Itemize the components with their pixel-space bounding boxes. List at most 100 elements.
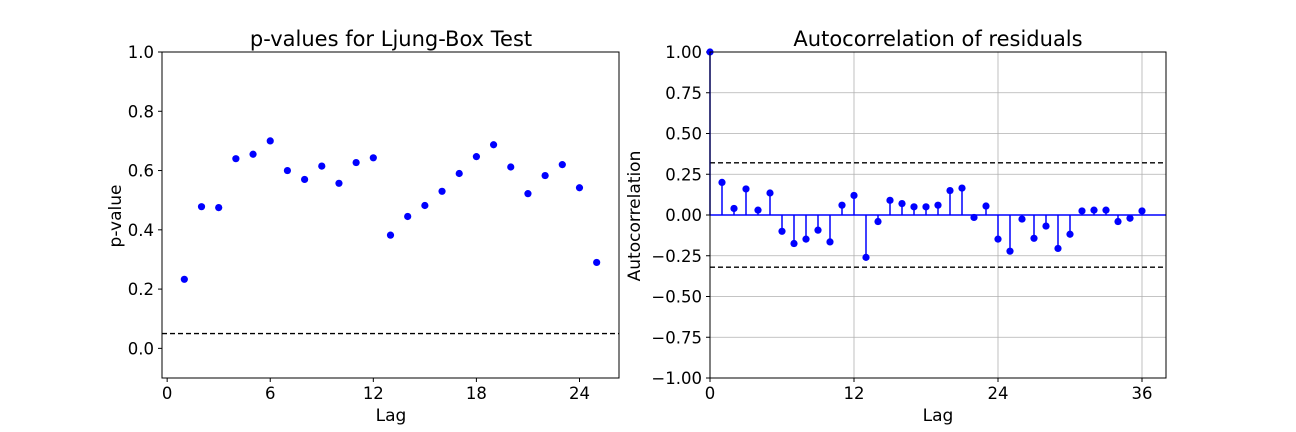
pvalue-point (541, 171, 549, 180)
acf-ticks: 0 12 24 36 −1.00 −0.75 −0.50 −0.25 0.00 0.25 0.50 0… (651, 43, 1152, 403)
pvalue-point (489, 141, 498, 149)
acf-point (778, 227, 786, 235)
acf-point (946, 186, 954, 195)
acf-y-tick-label: −0.50 (651, 288, 702, 307)
pvalue-point (472, 153, 481, 161)
pvalue-y-tick-label: 0.2 (128, 280, 154, 299)
acf-y-axis-label: Autocorrelation (625, 151, 645, 282)
acf-point (886, 196, 894, 204)
acf-y-tick-label: 0.50 (665, 125, 702, 144)
acf-point (718, 178, 726, 186)
acf-y-tick-label: 0.75 (665, 84, 702, 103)
pvalue-y-tick-label: 0.8 (128, 102, 154, 121)
pvalue-ticks: 0 6 12 18 24 0.0 0.2 0.4 0.6 0.8 1.0 (128, 43, 590, 403)
pvalue-y-tick-label: 0.4 (128, 221, 154, 240)
acf-point (730, 204, 738, 213)
acf-stems (706, 48, 1166, 268)
acf-point (1138, 207, 1146, 215)
acf-point (802, 235, 810, 243)
acf-point (1018, 215, 1026, 223)
acf-point (1054, 244, 1062, 253)
acf-plot-frame (709, 51, 1167, 379)
acf-y-tick-label: −0.25 (651, 247, 702, 266)
pvalue-point (455, 169, 463, 178)
acf-y-tick-label: −1.00 (651, 369, 702, 388)
acf-point (934, 201, 942, 209)
acf-point (1102, 206, 1110, 214)
pvalue-point (575, 184, 584, 192)
pvalue-point (352, 158, 360, 167)
pvalue-chart-title: p-values for Ljung-Box Test (250, 27, 532, 51)
acf-x-tick-label: 24 (988, 384, 1009, 403)
pvalue-point (232, 155, 240, 163)
pvalue-plot-frame (161, 51, 620, 379)
acf-point (766, 189, 774, 197)
pvalue-y-tick-label: 1.0 (128, 43, 154, 62)
pvalue-point (386, 231, 395, 239)
pvalue-x-tick-label: 18 (466, 384, 487, 403)
acf-point (742, 185, 750, 193)
acf-point (1126, 214, 1134, 222)
pvalue-x-tick-label: 12 (363, 384, 384, 403)
acf-point (790, 239, 798, 248)
acf-point (1078, 207, 1086, 215)
acf-point (970, 213, 978, 222)
pvalue-point (283, 166, 292, 175)
pvalue-point (524, 190, 532, 198)
acf-y-tick-label: 1.00 (665, 43, 702, 62)
acf-point (1090, 206, 1098, 214)
acf-point (898, 199, 906, 208)
acf-point (1030, 234, 1038, 242)
pvalue-y-axis-label: p-value (106, 185, 126, 248)
acf-point (922, 203, 930, 211)
acf-point (874, 217, 882, 226)
acf-x-tick-label: 0 (705, 384, 716, 403)
pvalue-x-tick-label: 6 (265, 384, 276, 403)
pvalue-x-tick-label: 24 (569, 384, 590, 403)
acf-point (1042, 222, 1050, 230)
pvalue-point (215, 203, 223, 212)
acf-point (994, 235, 1002, 243)
acf-point (862, 253, 870, 261)
acf-point (1066, 230, 1074, 238)
pvalue-point (421, 201, 429, 210)
acf-y-tick-label: 0.00 (665, 206, 702, 225)
acf-point (982, 202, 990, 210)
pvalue-point (369, 154, 377, 162)
pvalue-point (593, 258, 601, 267)
acf-x-tick-label: 12 (844, 384, 865, 403)
acf-point (1114, 217, 1122, 226)
pvalue-point (300, 175, 309, 184)
acf-point (838, 201, 846, 209)
acf-x-tick-label: 36 (1132, 384, 1153, 403)
acf-point (958, 184, 966, 192)
pvalue-x-tick-label: 0 (162, 384, 173, 403)
pvalue-point (197, 203, 206, 211)
acf-chart-title: Autocorrelation of residuals (793, 27, 1082, 51)
acf-point (850, 191, 858, 200)
pvalue-point (507, 163, 515, 171)
acf-point (1006, 247, 1014, 255)
acf-point (754, 206, 762, 214)
acf-point (910, 203, 918, 211)
pvalue-y-tick-label: 0.0 (128, 339, 154, 358)
acf-x-axis-label: Lag (923, 406, 954, 426)
acf-y-tick-label: −0.75 (651, 328, 702, 347)
pvalue-markers (162, 137, 619, 335)
pvalue-point (438, 187, 446, 195)
pvalue-point (335, 179, 343, 187)
pvalue-panel: p-values for Ljung-Box Test Lag p-value … (106, 27, 620, 426)
pvalue-point (180, 275, 188, 283)
pvalue-point (318, 162, 326, 170)
pvalue-point (266, 137, 274, 145)
pvalue-point (558, 161, 566, 169)
pvalue-x-axis-label: Lag (376, 406, 407, 426)
acf-point (826, 238, 834, 246)
pvalue-point (404, 212, 412, 221)
pvalue-y-tick-label: 0.6 (128, 162, 154, 181)
acf-panel: Autocorrelation of residuals Lag Autocor… (625, 27, 1167, 426)
pvalue-point (249, 150, 257, 158)
acf-y-tick-label: 0.25 (665, 165, 702, 184)
acf-point (814, 226, 822, 234)
